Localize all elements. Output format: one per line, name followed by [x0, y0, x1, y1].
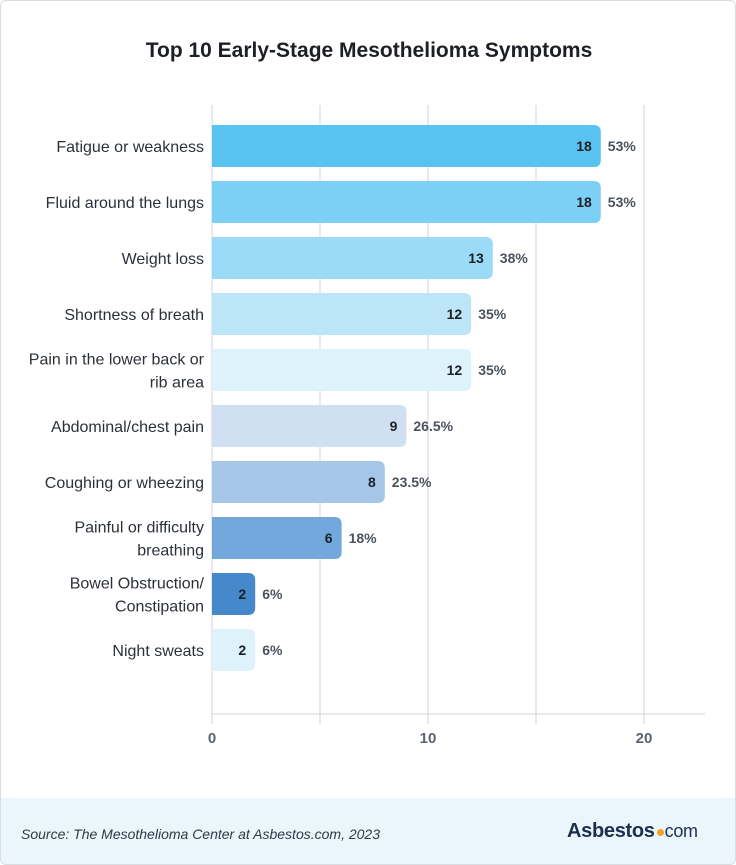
bar-value-label: 2	[238, 586, 246, 602]
bar-value-label: 9	[390, 418, 398, 434]
footer: Source: The Mesothelioma Center at Asbes…	[1, 798, 735, 864]
bar-percent-label: 38%	[500, 250, 529, 266]
category-label: Bowel Obstruction/	[70, 576, 205, 593]
bar	[212, 573, 256, 615]
bar-percent-label: 23.5%	[392, 474, 432, 490]
category-label: Fluid around the lungs	[46, 195, 204, 212]
bar-percent-label: 26.5%	[413, 418, 453, 434]
bar-value-label: 6	[325, 530, 333, 546]
category-label: Fatigue or weakness	[56, 139, 204, 156]
category-label: Weight loss	[122, 251, 204, 268]
category-label: breathing	[137, 543, 204, 560]
bar-value-label: 12	[447, 362, 463, 378]
bar-value-label: 2	[238, 642, 246, 658]
category-label: Abdominal/chest pain	[51, 419, 204, 436]
logo-suffix: com	[664, 821, 698, 841]
source-note: Source: The Mesothelioma Center at Asbes…	[21, 826, 380, 842]
bar	[212, 237, 493, 279]
bar-value-label: 8	[368, 474, 376, 490]
bar-percent-label: 35%	[478, 362, 507, 378]
bar-chart: 0 10 20 18 53% Fatigue or weakness 18 53% Fluid …	[29, 105, 705, 747]
category-label: Painful or difficulty	[74, 520, 204, 537]
bar-percent-label: 53%	[608, 138, 637, 154]
bar	[212, 461, 385, 503]
bar-percent-label: 53%	[608, 194, 637, 210]
category-label: Coughing or wheezing	[45, 475, 204, 492]
logo-main: Asbestos	[567, 820, 655, 842]
category-label: Shortness of breath	[64, 307, 204, 324]
logo-dot-icon	[656, 829, 664, 836]
bar-value-label: 13	[468, 250, 484, 266]
x-tick-label: 0	[208, 730, 216, 747]
asbestos-logo[interactable]: Asbestos com	[567, 820, 698, 843]
bar	[212, 125, 601, 167]
bar	[212, 349, 472, 391]
category-label: Pain in the lower back or	[29, 352, 205, 369]
bar-percent-label: 35%	[478, 306, 507, 322]
bar-value-label: 18	[576, 194, 592, 210]
category-label: Constipation	[115, 599, 204, 616]
category-label: rib area	[150, 375, 204, 392]
bar	[212, 293, 472, 335]
bar	[212, 181, 601, 223]
bar-percent-label: 6%	[262, 586, 283, 602]
x-tick-label: 10	[420, 730, 437, 747]
bar-percent-label: 6%	[262, 642, 283, 658]
bar	[212, 517, 342, 559]
bar-value-label: 18	[576, 138, 592, 154]
bar-value-label: 12	[447, 306, 463, 322]
bar-percent-label: 18%	[349, 530, 378, 546]
category-label: Night sweats	[112, 643, 204, 660]
chart-title: Top 10 Early-Stage Mesothelioma Symptoms	[145, 39, 593, 62]
x-tick-label: 20	[636, 730, 653, 747]
bar	[212, 629, 256, 671]
bar	[212, 405, 407, 447]
